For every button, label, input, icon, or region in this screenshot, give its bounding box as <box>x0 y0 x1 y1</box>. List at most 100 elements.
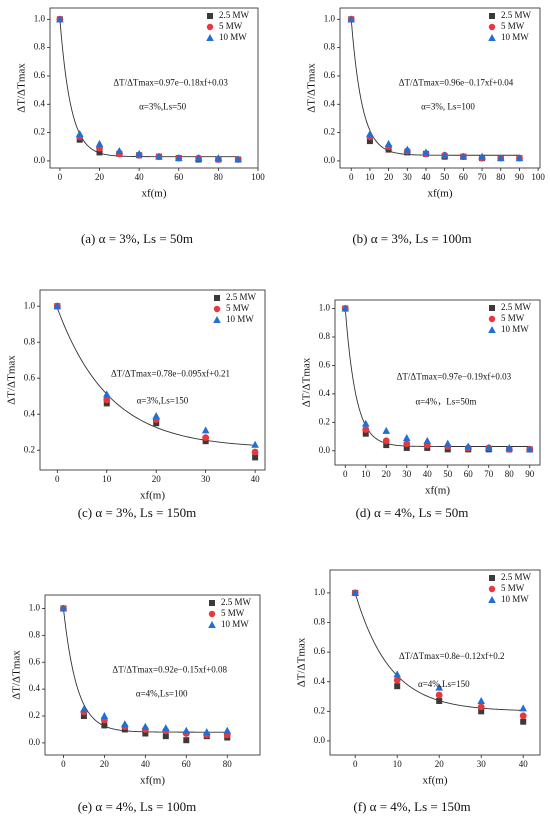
y-tick-label: 1.0 <box>324 13 336 23</box>
y-tick-label: 1.0 <box>314 587 326 597</box>
x-axis-label: xf(m) <box>425 485 450 497</box>
fit-curve <box>56 307 256 446</box>
legend-label: 10 MW <box>221 619 249 629</box>
point <box>214 154 223 162</box>
y-tick-label: 0.8 <box>24 336 36 346</box>
condition: α=3%,Ls=150 <box>137 396 189 406</box>
condition: α=3%, Ls=100 <box>421 101 475 111</box>
caption: (a) α = 3%, Ls = 50m <box>81 231 193 246</box>
legend-marker <box>488 585 496 593</box>
point <box>155 152 163 160</box>
legend-label: 2.5 MW <box>501 302 532 312</box>
y-tick-label: 0.6 <box>324 70 336 80</box>
y-tick-label: 0.8 <box>34 42 46 52</box>
x-tick-label: 0 <box>353 759 358 769</box>
point <box>403 145 412 153</box>
fit-curve <box>350 19 520 156</box>
x-tick-label: 30 <box>477 759 487 769</box>
y-axis-label: ΔT/ΔTmax <box>306 63 318 113</box>
x-tick-label: 40 <box>135 172 145 182</box>
point <box>403 444 410 451</box>
y-tick-label: 0.4 <box>24 408 36 418</box>
equation: ΔT/ΔTmax=0.92e−0.15xf+0.08 <box>112 664 227 674</box>
point <box>202 728 211 736</box>
legend-label: 2.5 MW <box>221 597 252 607</box>
x-tick-label: 60 <box>459 172 469 182</box>
point <box>75 130 84 138</box>
legend-marker <box>207 13 213 19</box>
x-tick-label: 30 <box>403 172 413 182</box>
equation: ΔT/ΔTmax=0.97e−0.18xf+0.03 <box>113 77 228 87</box>
y-tick-label: 0.0 <box>29 737 41 747</box>
y-tick-label: 0.0 <box>319 445 331 455</box>
x-tick-label: 20 <box>384 172 394 182</box>
point <box>422 148 430 156</box>
point <box>394 683 401 690</box>
x-tick-label: 0 <box>55 474 60 484</box>
x-tick-label: 70 <box>484 469 494 479</box>
x-tick-label: 90 <box>515 172 525 182</box>
point <box>162 724 170 732</box>
x-tick-label: 50 <box>443 469 453 479</box>
point <box>101 722 108 729</box>
point <box>223 726 232 734</box>
y-tick-label: 0.8 <box>29 629 41 639</box>
legend-label: 2.5 MW <box>219 10 250 20</box>
legend-label: 10 MW <box>501 594 529 604</box>
panel: 0 10 20 30 40 50 60 70 80 90 0.0 0.2 0.4 0.6 0.8 1.0 xf(… <box>301 299 541 497</box>
y-axis-label: ΔT/ΔTmax <box>301 357 313 407</box>
x-axis-label: xf(m) <box>140 490 165 502</box>
y-tick-label: 0.0 <box>314 735 326 745</box>
panel: 0 20 40 60 80 0.0 0.2 0.4 0.6 0.8 1.0 xf(m) ΔT/ΔTmax… <box>11 594 261 787</box>
y-tick-label: 0.4 <box>314 676 326 686</box>
y-tick-label: 1.0 <box>24 300 36 310</box>
y-tick-label: 0.6 <box>319 359 331 369</box>
caption: (e) α = 4%, Ls = 100m <box>78 799 197 814</box>
y-tick-label: 0.6 <box>29 656 41 666</box>
legend-label: 5 MW <box>221 608 245 618</box>
plot-frame <box>44 594 261 756</box>
point <box>251 440 259 448</box>
x-tick-label: 30 <box>201 474 211 484</box>
point <box>477 696 485 704</box>
legend-label: 5 MW <box>501 583 525 593</box>
point <box>478 708 485 715</box>
legend-marker <box>488 596 496 603</box>
point <box>366 138 373 145</box>
point <box>80 705 88 713</box>
point <box>435 691 443 699</box>
legend-marker <box>488 326 496 333</box>
point <box>194 154 203 162</box>
condition: α=4%，Ls=50m <box>415 396 476 406</box>
x-tick-label: 10 <box>361 469 371 479</box>
legend-label: 10 MW <box>501 32 529 42</box>
x-tick-label: 60 <box>182 759 192 769</box>
caption: (f) α = 4%, Ls = 150m <box>353 799 470 814</box>
y-tick-label: 0.4 <box>34 98 46 108</box>
x-axis-label: xf(m) <box>140 775 165 787</box>
y-axis-label: ΔT/ΔTmax <box>11 650 23 700</box>
plot-frame <box>339 7 541 169</box>
point <box>362 430 369 437</box>
y-tick-label: 1.0 <box>319 303 331 313</box>
point <box>361 419 370 427</box>
caption: (b) α = 3%, Ls = 100m <box>352 231 471 246</box>
point <box>520 718 527 725</box>
caption: (c) α = 3%, Ls = 150m <box>78 505 197 520</box>
condition: α=4%,Ls=150 <box>418 679 470 689</box>
x-tick-label: 40 <box>423 469 433 479</box>
point <box>402 433 411 441</box>
x-tick-label: 80 <box>505 469 515 479</box>
point <box>459 152 468 160</box>
point <box>478 152 486 160</box>
plot-frame <box>39 289 266 471</box>
point <box>174 154 183 162</box>
panel: 0 10 20 30 40 0.0 0.2 0.4 0.6 0.8 1.0 xf(m) ΔT/ΔTmax… <box>296 569 541 787</box>
x-tick-label: 20 <box>382 469 392 479</box>
legend-label: 5 MW <box>501 313 525 323</box>
legend-label: 5 MW <box>226 303 250 313</box>
x-tick-label: 40 <box>519 759 529 769</box>
y-tick-label: 0.8 <box>319 331 331 341</box>
legend-marker <box>489 13 495 19</box>
